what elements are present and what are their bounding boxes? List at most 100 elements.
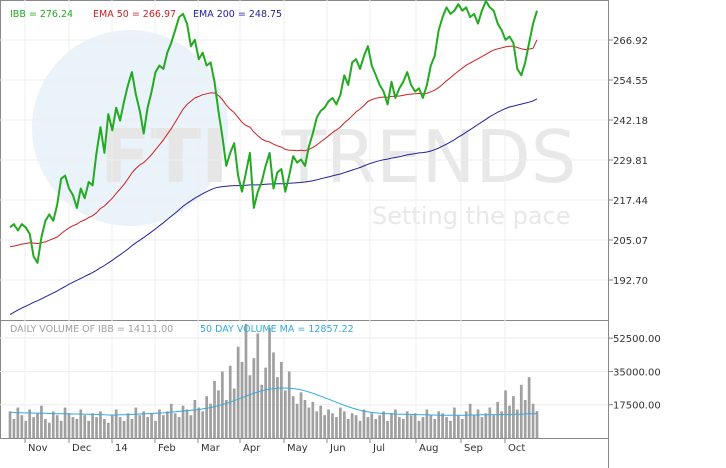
volume-bar xyxy=(291,396,295,438)
volume-tick-label: 35000.00 xyxy=(613,367,661,378)
volume-bar xyxy=(283,390,287,438)
volume-bar xyxy=(366,417,370,438)
x-tick-label: May xyxy=(287,443,308,454)
volume-bar xyxy=(425,409,429,438)
volume-y-axis: 52500.00 35000.00 17500.00 xyxy=(608,334,661,412)
price-tick-label: 266.92 xyxy=(613,36,648,47)
volume-bar xyxy=(134,407,138,438)
price-tick-label: 205.07 xyxy=(613,236,648,247)
volume-bar xyxy=(397,417,401,438)
volume-bar xyxy=(307,407,311,438)
volume-bar xyxy=(28,409,32,438)
volume-bar xyxy=(75,418,79,438)
volume-tick-label: 17500.00 xyxy=(613,401,661,412)
volume-bar xyxy=(193,399,197,438)
volume-bar xyxy=(417,420,421,438)
volume-bar xyxy=(224,399,228,438)
volume-ma-line xyxy=(9,387,538,416)
volume-bar xyxy=(236,346,240,438)
volume-bar xyxy=(114,409,118,438)
x-tick-label: Feb xyxy=(158,443,176,454)
x-tick-label: Oct xyxy=(508,443,525,454)
volume-bar xyxy=(456,415,460,438)
price-tick-label: 217.44 xyxy=(613,196,648,207)
x-tick-label: Apr xyxy=(243,443,261,454)
volume-bar xyxy=(71,417,75,438)
volume-bar xyxy=(382,411,385,438)
volume-bar xyxy=(197,407,201,438)
x-tick-label: Jul xyxy=(372,443,385,454)
watermark-brand-fti: FTI xyxy=(100,114,229,200)
volume-bar xyxy=(515,409,519,438)
x-tick-label: Dec xyxy=(72,443,91,454)
volume-bar xyxy=(429,415,433,438)
volume-bar xyxy=(531,403,535,438)
volume-bar xyxy=(496,401,500,438)
x-tick-label: Nov xyxy=(28,443,48,454)
volume-bar xyxy=(500,411,503,438)
volume-bar xyxy=(386,420,389,438)
volume-bar xyxy=(405,411,409,438)
volume-bar xyxy=(527,377,531,438)
volume-bar xyxy=(126,413,130,438)
volume-bar xyxy=(409,415,413,438)
volume-bar xyxy=(201,411,205,438)
x-tick-label: Sep xyxy=(464,443,483,454)
volume-bar xyxy=(260,384,264,438)
volume-bar xyxy=(91,413,94,438)
volume-bar xyxy=(146,417,150,438)
volume-bar xyxy=(287,371,291,438)
volume-bar xyxy=(519,384,523,438)
volume-bar xyxy=(390,413,393,438)
legend-volume-ma: 50 DAY VOLUME MA = 12857.22 xyxy=(200,324,354,335)
volume-bar xyxy=(358,420,362,438)
price-tick-label: 242.18 xyxy=(613,116,648,127)
volume-bar xyxy=(488,407,492,438)
volume-bar xyxy=(99,411,102,438)
volume-bar xyxy=(142,411,146,438)
volume-bar xyxy=(244,323,248,438)
volume-bar xyxy=(118,417,122,438)
x-tick-label: Mar xyxy=(201,443,221,454)
volume-bar xyxy=(523,399,527,438)
volume-bar xyxy=(20,415,24,438)
volume-bar xyxy=(335,417,338,438)
volume-bar xyxy=(24,420,28,438)
x-tick-label: 14 xyxy=(115,443,128,454)
volume-bar xyxy=(460,418,464,438)
volume-bar xyxy=(44,418,47,438)
volume-bar xyxy=(110,415,114,438)
volume-bar xyxy=(40,405,43,438)
volume-bar xyxy=(51,411,55,438)
volume-ma-series xyxy=(9,387,538,416)
x-axis: Nov Dec 14 Feb Mar Apr May Jun Jul Aug Sep Oct xyxy=(24,438,525,454)
volume-bar xyxy=(256,333,260,438)
volume-bar xyxy=(162,415,165,438)
volume-bar xyxy=(47,422,51,438)
volume-bar xyxy=(472,415,476,438)
volume-bar xyxy=(217,390,220,438)
legend-ema50: EMA 50 = 266.97 xyxy=(93,9,176,20)
volume-bar xyxy=(342,411,346,438)
volume-bar xyxy=(8,411,12,438)
volume-bar xyxy=(264,367,267,438)
volume-bar xyxy=(79,409,83,438)
volume-bar xyxy=(476,409,480,438)
volume-bar xyxy=(209,403,212,438)
volume-bar xyxy=(413,413,417,438)
volume-bar xyxy=(87,420,91,438)
legend-daily-volume: DAILY VOLUME OF IBB = 14111.00 xyxy=(10,324,173,335)
volume-bar xyxy=(95,417,98,438)
volume-bar xyxy=(248,375,252,438)
volume-bar xyxy=(268,327,271,438)
volume-bar xyxy=(464,411,468,438)
volume-bar xyxy=(401,418,405,438)
volume-bar xyxy=(480,417,484,438)
volume-bar xyxy=(106,422,110,438)
volume-bar xyxy=(185,409,189,438)
volume-bar xyxy=(63,407,67,438)
volume-bar xyxy=(299,392,303,438)
price-series xyxy=(9,0,538,316)
volume-bar xyxy=(130,418,134,438)
